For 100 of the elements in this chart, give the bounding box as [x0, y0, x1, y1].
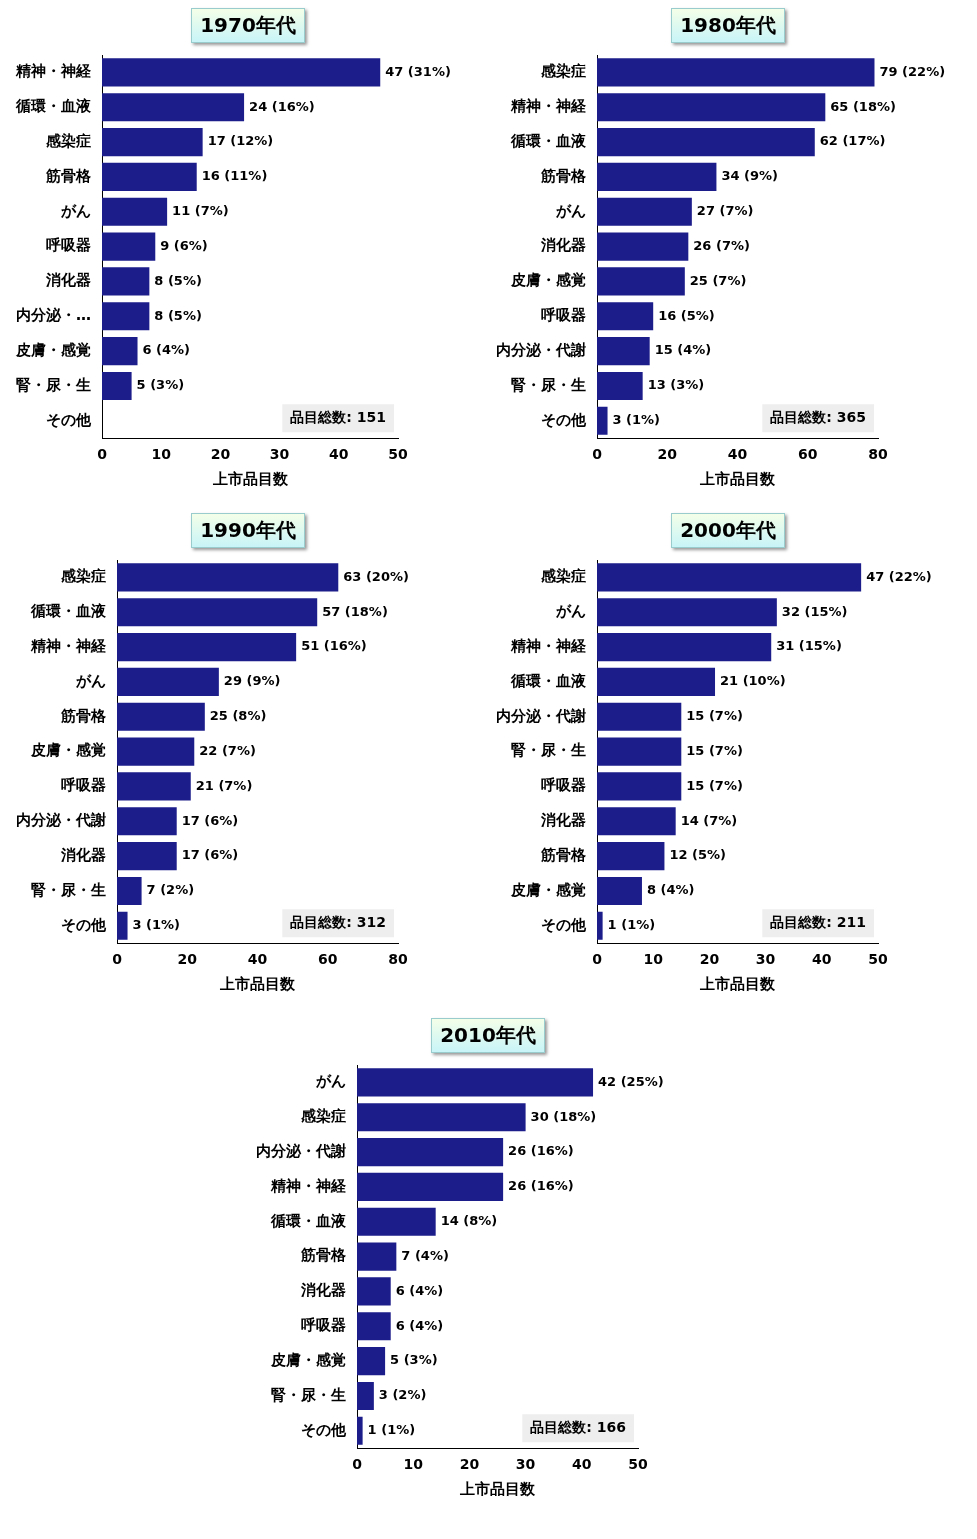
bar [117, 737, 195, 766]
bar [117, 563, 339, 592]
bar [102, 128, 203, 157]
bar [117, 911, 128, 940]
x-tick-label: 10 [643, 951, 664, 968]
data-label: 31 (15%) [776, 638, 842, 654]
y-tick-label: 精神・神経 [30, 636, 107, 655]
data-label: 21 (7%) [195, 777, 253, 793]
data-label: 17 (12%) [207, 133, 274, 149]
x-tick-label: 50 [388, 446, 408, 463]
bar [597, 911, 603, 940]
x-tick-label: 60 [318, 951, 338, 968]
y-tick-label: 消化器 [60, 846, 106, 864]
bar [597, 93, 826, 122]
bar [597, 406, 608, 435]
x-axis-title: 上市品目数 [699, 469, 776, 488]
data-label: 6 (4%) [395, 1282, 444, 1298]
x-tick-label: 40 [329, 446, 349, 463]
bar [117, 772, 191, 801]
x-tick-label: 20 [699, 951, 720, 968]
x-tick-label: 0 [592, 446, 603, 463]
y-tick-label: がん [60, 201, 91, 220]
data-label: 7 (4%) [401, 1247, 449, 1263]
x-tick-label: 0 [592, 951, 603, 968]
x-tick-label: 30 [755, 951, 776, 968]
x-tick-label: 0 [352, 1456, 363, 1473]
bar [597, 337, 650, 366]
x-tick-label: 40 [812, 951, 832, 968]
data-label: 15 (4%) [654, 342, 712, 358]
data-label: 7 (2%) [146, 882, 195, 898]
y-tick-label: 皮膚・感覚 [270, 1351, 346, 1369]
y-tick-label: 皮膚・感覚 [15, 341, 91, 359]
data-label: 32 (15%) [781, 603, 848, 619]
y-tick-label: 皮膚・感覚 [510, 880, 586, 899]
data-label: 62 (17%) [819, 133, 886, 149]
x-tick-label: 30 [269, 446, 290, 463]
data-label: 8 (5%) [154, 307, 202, 323]
y-tick-label: 感染症 [540, 62, 586, 81]
y-tick-label: 感染症 [45, 131, 91, 150]
chart-title: 1970年代 [191, 8, 305, 43]
x-tick-label: 0 [97, 446, 108, 463]
y-tick-label: 循環・血液 [510, 131, 587, 150]
data-label: 6 (4%) [142, 342, 191, 358]
data-label: 1 (1%) [607, 917, 656, 933]
data-label: 13 (3%) [647, 377, 705, 393]
y-tick-label: 腎・尿・生 [31, 880, 106, 899]
y-tick-label: 循環・血液 [15, 97, 92, 116]
bar [597, 737, 682, 766]
x-axis-title: 上市品目数 [459, 1479, 536, 1498]
y-tick-label: 消化器 [45, 271, 91, 290]
bar [357, 1381, 374, 1411]
y-tick-label: 循環・血液 [270, 1211, 347, 1230]
y-tick-label: 内分泌・代謝 [496, 706, 586, 725]
data-label: 30 (18%) [530, 1108, 597, 1124]
y-tick-label: 皮膚・感覚 [30, 741, 106, 760]
bar [597, 876, 642, 906]
bar [597, 842, 665, 871]
data-label: 15 (7%) [686, 708, 743, 724]
data-label: 26 (16%) [508, 1143, 574, 1159]
y-tick-label: 感染症 [300, 1107, 346, 1126]
data-label: 34 (9%) [721, 168, 778, 184]
bar [597, 563, 862, 592]
bar [102, 232, 156, 261]
data-label: 17 (6%) [181, 812, 239, 828]
bar [597, 232, 689, 261]
data-label: 8 (5%) [154, 272, 202, 288]
bar [102, 371, 132, 401]
bar [597, 807, 676, 836]
annotation: 品目総数: 365 [770, 408, 867, 425]
data-label: 3 (2%) [378, 1387, 427, 1403]
data-label: 9 (6%) [160, 237, 208, 253]
bar [357, 1172, 504, 1201]
data-label: 3 (1%) [612, 412, 661, 428]
bar [357, 1277, 391, 1306]
y-tick-label: その他 [61, 915, 107, 934]
x-tick-label: 30 [515, 1456, 536, 1473]
data-label: 15 (7%) [686, 742, 743, 758]
data-label: 42 (25%) [598, 1073, 664, 1089]
data-label: 29 (9%) [223, 673, 281, 689]
bar [117, 876, 142, 906]
data-label: 47 (22%) [866, 568, 932, 584]
y-tick-label: 精神・神経 [15, 62, 92, 81]
bar [357, 1312, 391, 1341]
data-label: 1 (1%) [367, 1422, 416, 1438]
data-label: 25 (8%) [209, 708, 267, 724]
y-tick-label: 消化器 [540, 811, 586, 830]
data-label: 47 (31%) [385, 63, 451, 79]
bar [597, 702, 682, 731]
y-tick-label: その他 [46, 410, 92, 429]
data-label: 65 (18%) [830, 98, 896, 114]
bar [102, 58, 381, 87]
x-tick-label: 40 [247, 951, 268, 968]
y-tick-label: 呼吸器 [301, 1316, 346, 1335]
bar [117, 842, 177, 871]
data-label: 27 (7%) [696, 203, 754, 219]
y-tick-label: 精神・神経 [510, 97, 587, 116]
bar [357, 1347, 386, 1376]
bar [117, 598, 318, 627]
y-tick-label: 腎・尿・生 [271, 1385, 346, 1404]
x-tick-label: 40 [727, 446, 748, 463]
